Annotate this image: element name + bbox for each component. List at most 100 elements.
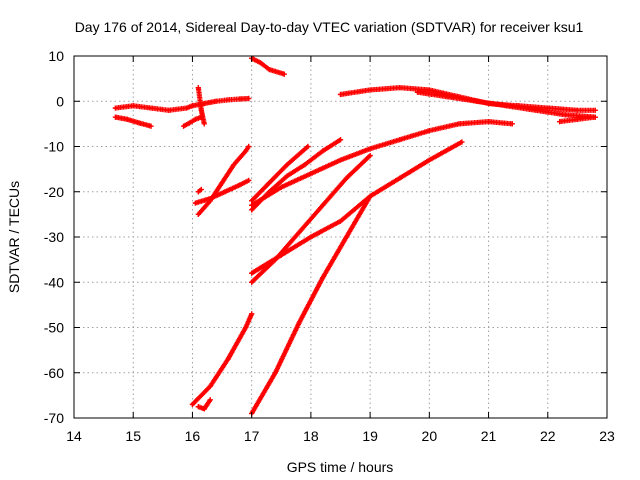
- x-tick-label: 21: [481, 428, 497, 444]
- data-point: [130, 103, 136, 109]
- data-point: [337, 91, 344, 98]
- data-point: [278, 184, 284, 190]
- data-point: [246, 143, 252, 150]
- data-point: [225, 97, 231, 103]
- data-point: [574, 107, 580, 113]
- data-point: [136, 120, 142, 126]
- data-point: [367, 152, 373, 159]
- data-point: [195, 211, 201, 217]
- series-track-g: [195, 143, 252, 217]
- data-point: [189, 103, 196, 109]
- data-point: [207, 383, 213, 389]
- data-point: [281, 71, 287, 77]
- series-track-b: [112, 114, 154, 129]
- data-point: [180, 123, 187, 129]
- data-point: [444, 94, 450, 100]
- series-track-o: [249, 139, 465, 276]
- data-point-markers: [189, 311, 255, 408]
- data-point: [201, 406, 207, 412]
- data-point: [225, 356, 231, 362]
- data-point-markers: [195, 186, 204, 195]
- y-tick-label: -60: [44, 365, 64, 381]
- y-tick-label: -10: [44, 139, 64, 155]
- data-point: [485, 119, 492, 125]
- x-tick-label: 18: [303, 428, 319, 444]
- data-point: [148, 105, 154, 111]
- data-point: [337, 157, 344, 163]
- data-point: [426, 157, 432, 163]
- x-axis-label: GPS time / hours: [287, 459, 394, 475]
- data-point: [186, 120, 193, 126]
- data-point: [207, 198, 213, 204]
- data-point: [198, 107, 204, 113]
- data-point-markers: [195, 143, 252, 217]
- y-tick-label: -30: [44, 229, 64, 245]
- y-tick-label: 10: [48, 48, 64, 64]
- data-point: [183, 105, 190, 111]
- data-point: [343, 234, 350, 240]
- data-point: [166, 107, 172, 113]
- y-tick-label: -40: [44, 274, 64, 290]
- data-point: [249, 279, 255, 285]
- data-point: [367, 87, 373, 93]
- series-track-r: [414, 89, 598, 120]
- data-layer: [112, 55, 598, 417]
- data-point: [222, 189, 228, 195]
- data-point: [296, 320, 302, 326]
- data-point: [562, 112, 569, 118]
- data-point: [195, 404, 201, 410]
- data-point: [397, 137, 403, 143]
- x-tick-label: 17: [244, 428, 260, 444]
- data-point: [503, 103, 509, 109]
- data-point: [459, 139, 465, 145]
- data-point-markers: [112, 114, 154, 129]
- data-point: [237, 182, 243, 188]
- data-point: [148, 123, 154, 129]
- data-point: [249, 270, 255, 276]
- data-point-markers: [249, 143, 311, 204]
- x-tick-label: 23: [599, 428, 615, 444]
- data-point: [337, 137, 344, 143]
- series-track-e: [249, 55, 287, 77]
- data-point: [231, 162, 237, 168]
- y-tick-label: 0: [56, 93, 64, 109]
- data-point: [337, 218, 344, 224]
- data-point: [592, 107, 598, 113]
- data-point: [249, 198, 255, 204]
- data-point: [397, 85, 403, 91]
- data-point: [305, 143, 311, 150]
- data-point-markers: [249, 55, 287, 77]
- data-point: [367, 146, 373, 152]
- x-tick-label: 16: [185, 428, 201, 444]
- data-point: [308, 234, 314, 240]
- data-point: [278, 252, 284, 258]
- data-point: [246, 177, 252, 184]
- x-tick-label: 14: [66, 428, 82, 444]
- y-tick-label: -50: [44, 320, 64, 336]
- data-point: [426, 128, 432, 134]
- data-point: [474, 98, 480, 104]
- data-point: [266, 66, 273, 73]
- data-point: [456, 121, 462, 127]
- data-point: [574, 116, 580, 122]
- data-point: [257, 60, 264, 66]
- tick-layer: 14 15 16 17 18 19 20 21 22 23 10 0 -10 -20 -30 -40 -50 -6…: [44, 48, 615, 444]
- series-track-s: [557, 114, 598, 125]
- data-point: [192, 116, 199, 122]
- series-track-m: [249, 119, 515, 208]
- data-point: [195, 85, 201, 91]
- data-point: [213, 98, 219, 104]
- data-point: [284, 173, 290, 179]
- data-point: [320, 202, 326, 208]
- data-point: [195, 189, 201, 195]
- data-point: [272, 370, 278, 376]
- data-point: [112, 114, 119, 120]
- y-tick-label: -70: [44, 410, 64, 426]
- series-track-i: [189, 311, 255, 408]
- y-axis-label: SDTVAR / TECUs: [6, 181, 22, 293]
- data-point: [397, 175, 403, 181]
- data-point: [243, 324, 249, 331]
- series-track-l: [249, 143, 311, 204]
